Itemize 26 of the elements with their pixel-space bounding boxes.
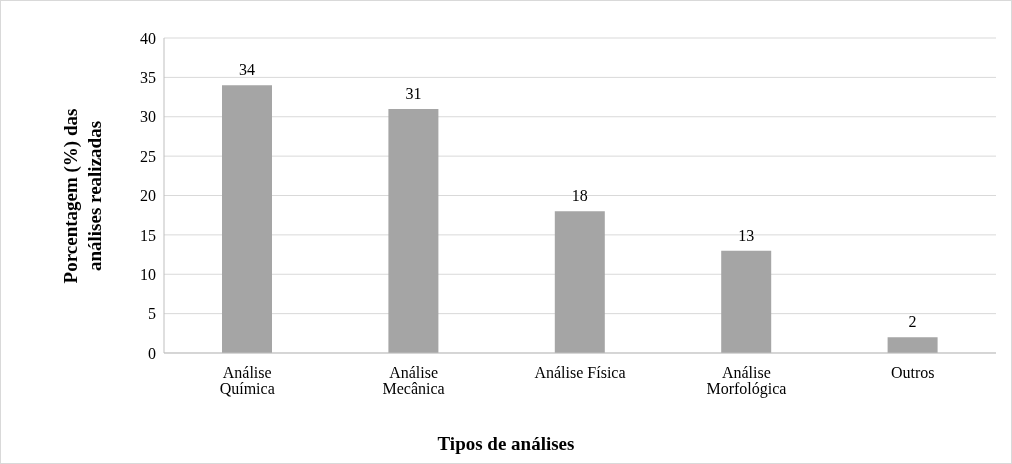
y-tick-label: 25 xyxy=(140,147,156,165)
bar xyxy=(887,337,938,353)
y-tick-label: 30 xyxy=(140,108,156,126)
x-tick-label: Outros xyxy=(891,364,935,382)
data-label: 2 xyxy=(908,313,917,331)
x-tick-label: Análise Química xyxy=(219,364,275,398)
bar xyxy=(222,85,272,353)
data-label: 31 xyxy=(405,84,422,102)
x-tick-label: Análise Física xyxy=(534,364,626,382)
y-tick-label: 15 xyxy=(140,226,156,244)
bar xyxy=(388,108,439,353)
y-axis-title: Porcentagem (%) das análises realizadas xyxy=(59,107,106,286)
y-tick-label: 20 xyxy=(140,187,156,205)
y-tick-label: 40 xyxy=(140,29,156,47)
x-axis-title: Tipos de análises xyxy=(436,433,576,455)
y-tick-label: 0 xyxy=(148,344,156,362)
y-tick-label: 10 xyxy=(140,265,156,283)
data-label: 13 xyxy=(738,226,755,244)
bar xyxy=(721,250,772,353)
bar xyxy=(554,211,605,353)
data-label: 18 xyxy=(571,187,588,205)
x-tick-label: Análise Morfológica xyxy=(706,364,787,399)
x-tick-label: Análise Mecânica xyxy=(382,364,445,398)
y-tick-label: 35 xyxy=(140,69,156,87)
y-tick-label: 5 xyxy=(148,305,156,323)
data-label: 34 xyxy=(239,61,255,79)
